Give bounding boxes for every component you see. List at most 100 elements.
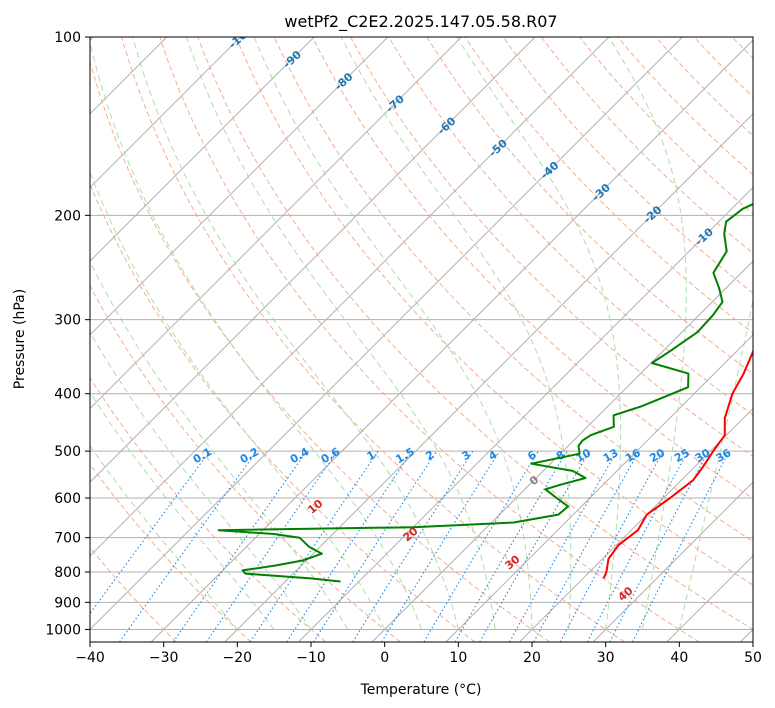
- plot-frame: [89, 36, 754, 643]
- mixing-ratio-label: 36: [714, 446, 734, 465]
- x-tick-label: −20: [223, 650, 253, 666]
- moist-adiabat-line: [132, 37, 459, 630]
- background-lines: [90, 37, 775, 642]
- y-tick-label: 900: [54, 595, 81, 611]
- isotherm-line: [445, 334, 753, 642]
- mixing-ratio-label: 25: [672, 446, 692, 465]
- mixing-ratio-label: 0.6: [319, 445, 343, 466]
- mixing-ratio-line: [533, 450, 640, 642]
- isotherm-line: [90, 37, 610, 557]
- moist-adiabat-line: [340, 37, 572, 630]
- chart-title: wetPf2_C2E2.2025.147.05.58.R07: [284, 12, 557, 32]
- mixing-ratio-line: [586, 450, 689, 642]
- y-axis-label: Pressure (hPa): [12, 289, 28, 389]
- dry-adiabat-line: [90, 284, 401, 642]
- dry-adiabat-line: [502, 37, 753, 294]
- moist-adiabat-line: [90, 391, 275, 630]
- isotherm-line: [592, 481, 753, 642]
- dry-adiabat-line: [235, 37, 753, 586]
- mixing-ratio-label: 6: [525, 448, 538, 463]
- dry-adiabat-line: [121, 37, 625, 642]
- dry-adiabat-line: [90, 183, 476, 642]
- moist-adiabat-line: [678, 296, 753, 630]
- dry-adiabat-line: [197, 37, 753, 630]
- y-tick-label: 700: [54, 531, 81, 547]
- isotherm-line: [90, 37, 315, 262]
- mixing-ratio-label: 0.1: [191, 445, 214, 466]
- dry-adiabat-line: [655, 37, 753, 137]
- x-tick-label: −40: [75, 650, 105, 666]
- mixing-ratio-line: [632, 450, 730, 642]
- dry-adiabat-line: [311, 37, 753, 500]
- dry-adiabat-line: [693, 37, 753, 98]
- dry-adiabat-line: [350, 37, 753, 458]
- mixing-ratio-label: 0.2: [238, 445, 261, 466]
- dewpoint-profile: [217, 203, 753, 583]
- mixing-ratio-line: [90, 450, 211, 615]
- mixing-ratio-label: 2: [423, 448, 436, 463]
- mixing-ratio-line: [249, 450, 379, 642]
- moist-adiabat-line: [456, 37, 622, 630]
- dry-adiabat-line: [617, 37, 753, 176]
- dry-adiabat-line: [90, 546, 177, 642]
- dry-adiabat-line: [426, 37, 753, 375]
- x-tick-label: 0: [380, 650, 389, 666]
- dry-adiabat-line: [388, 37, 753, 416]
- mixing-ratio-line: [381, 450, 500, 642]
- mixing-ratio-line: [313, 450, 438, 642]
- x-tick-label: 50: [744, 650, 762, 666]
- y-tick-label: 200: [54, 208, 81, 224]
- mixing-ratio-label: 1.5: [393, 445, 416, 466]
- dry-adiabat-label: 30: [503, 552, 523, 572]
- isotherm-line: [740, 628, 753, 642]
- mixing-ratio-line: [509, 450, 618, 642]
- dry-adiabat-label: 40: [615, 584, 635, 604]
- dry-adiabat-line: [90, 60, 551, 642]
- y-tick-label: 1000: [45, 622, 81, 638]
- moist-adiabat-line: [253, 37, 533, 630]
- moist-adiabat-line: [90, 260, 349, 630]
- mixing-ratio-line: [286, 450, 413, 642]
- isotherm-line: [224, 113, 753, 642]
- dry-adiabat-line: [770, 37, 775, 642]
- isotherm-line: [90, 37, 536, 483]
- x-tick-label: 10: [449, 650, 467, 666]
- y-tick-label: 400: [54, 387, 81, 403]
- mixing-ratio-line: [559, 450, 664, 642]
- mixing-ratio-label: 10: [573, 446, 593, 465]
- mixing-ratio-label: 0.4: [288, 445, 312, 466]
- isotherm-line: [150, 39, 753, 642]
- dry-adiabat-line: [541, 37, 753, 254]
- y-tick-label: 800: [54, 565, 81, 581]
- isotherm-line: [90, 37, 389, 336]
- y-tick-label: 600: [54, 491, 81, 507]
- mixing-ratio-label: 3: [460, 448, 473, 463]
- x-tick-label: 20: [523, 650, 541, 666]
- dry-adiabat-line: [90, 463, 252, 642]
- x-tick-label: −30: [149, 650, 179, 666]
- moist-adiabat-line: [90, 445, 238, 630]
- mixing-ratio-label: 13: [601, 446, 621, 465]
- isotherm-line: [666, 555, 753, 642]
- isotherm-line: [90, 37, 241, 189]
- mixing-ratio-line: [172, 450, 308, 642]
- isotherm-line: [371, 260, 753, 642]
- isotherm-line: [90, 37, 462, 410]
- mixing-ratio-label: 4: [486, 448, 499, 463]
- mixing-ratio-label: 1: [365, 448, 378, 463]
- temperature-profile: [602, 349, 753, 579]
- x-axis-label: Temperature (°C): [360, 682, 482, 698]
- moist-adiabat-line: [90, 330, 312, 630]
- dry-adiabat-line: [159, 37, 700, 642]
- x-axis: −40 −30 −20 −10 0 10 20 30 40 50: [75, 642, 762, 666]
- x-tick-label: 40: [670, 650, 688, 666]
- y-axis: 100 200 300 400 500 600 700 800 900 1000: [45, 30, 90, 638]
- dry-adiabat-line: [464, 37, 753, 334]
- mixing-ratio-line: [119, 450, 258, 642]
- moist-adiabat-line: [608, 37, 687, 630]
- mixing-ratio-label: 20: [647, 446, 667, 465]
- dry-adiabat-line: [90, 376, 327, 642]
- y-tick-label: 500: [54, 444, 81, 460]
- y-tick-label: 100: [54, 30, 81, 46]
